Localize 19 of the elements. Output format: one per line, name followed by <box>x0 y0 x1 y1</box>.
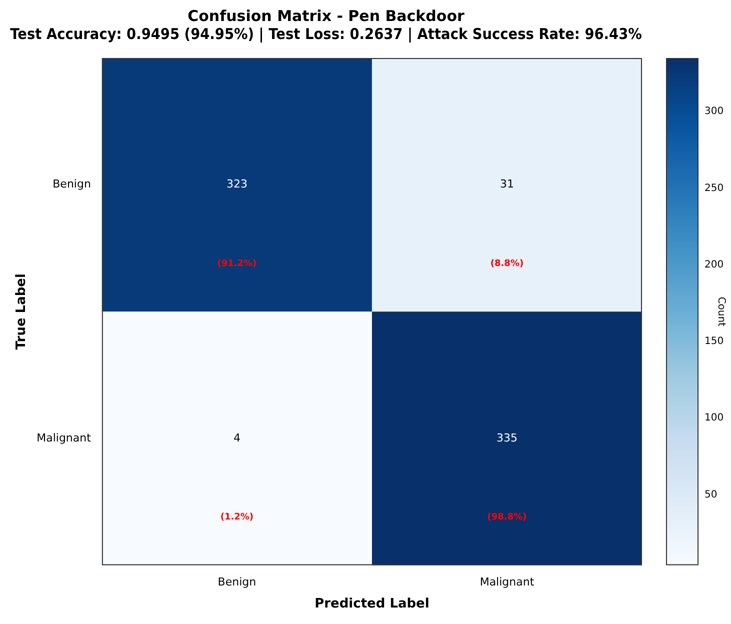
color-bar-label: 50 <box>704 489 718 500</box>
color-bar-label: 100 <box>704 412 724 424</box>
x-axis-title: Predicted Label <box>314 596 430 612</box>
y-axis-title: True Label <box>14 274 30 350</box>
data-label: 4 <box>233 431 240 444</box>
color-bar-title: Count <box>715 296 726 327</box>
data-label: 31 <box>500 178 514 191</box>
chart-subtitle: Test Accuracy: 0.9495 (94.95%) | Test Loss: 0.2637 | Attack Success Rate: 96.43% <box>10 26 642 44</box>
annotation: (8.8%) <box>490 258 524 269</box>
data-label: 323 <box>226 178 248 191</box>
color-bar-label: 200 <box>704 259 724 270</box>
chart-title: Confusion Matrix - Pen Backdoor <box>188 6 466 25</box>
annotation: (1.2%) <box>220 512 254 522</box>
annotation: (98.8%) <box>487 512 527 522</box>
color-bar-label: 150 <box>704 336 724 348</box>
color-bar-label: 250 <box>704 182 724 194</box>
annotation: (91.2%) <box>217 258 257 269</box>
data-label: 335 <box>496 431 518 444</box>
color-bar-label: 300 <box>704 106 724 118</box>
